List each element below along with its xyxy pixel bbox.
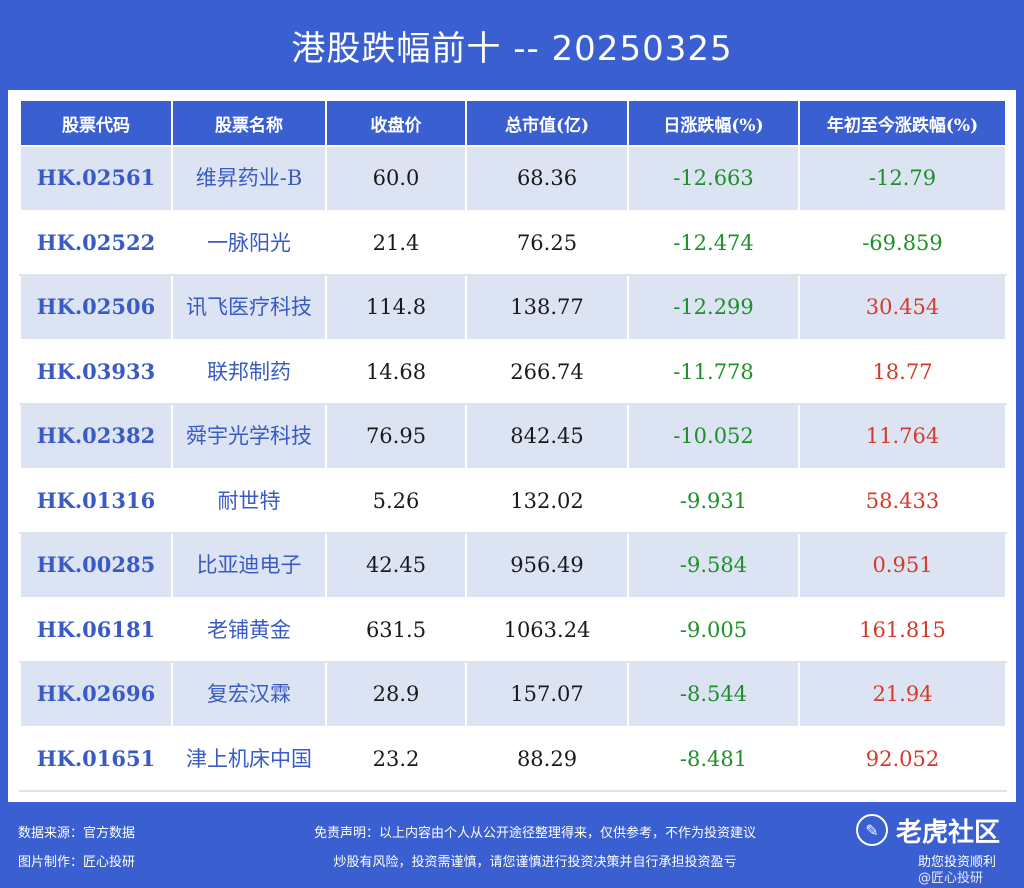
ytd-change-cell: 18.77 — [798, 338, 1007, 405]
close-price-cell: 14.68 — [325, 338, 467, 405]
table-row: HK.02382 舜宇光学科技 76.95 842.45 -10.052 11.764 — [19, 403, 1007, 470]
market-cap-cell: 842.45 — [465, 403, 629, 470]
stock-code-cell: HK.02522 — [19, 209, 173, 276]
stock-name-cell: 讯飞医疗科技 — [171, 274, 327, 341]
watermark: ✎ 老虎社区 — [856, 810, 1016, 850]
header-day-change: 日涨跌幅(%) — [627, 99, 800, 147]
day-change-cell: -12.474 — [627, 209, 800, 276]
ytd-change-cell: 21.94 — [798, 661, 1007, 728]
table-header-row: 股票代码 股票名称 收盘价 总市值(亿) 日涨跌幅(%) 年初至今涨跌幅(%) — [19, 99, 1007, 147]
market-cap-cell: 88.29 — [465, 725, 629, 792]
stock-code-cell: HK.01316 — [19, 467, 173, 534]
table-row: HK.02506 讯飞医疗科技 114.8 138.77 -12.299 30.454 — [19, 274, 1007, 341]
stock-name-cell: 复宏汉霖 — [171, 661, 327, 728]
day-change-cell: -9.931 — [627, 467, 800, 534]
day-change-cell: -11.778 — [627, 338, 800, 405]
stock-name-cell: 津上机床中国 — [171, 725, 327, 792]
stock-name-cell: 耐世特 — [171, 467, 327, 534]
close-price-cell: 23.2 — [325, 725, 467, 792]
disclaimer-line-1: 免责声明：以上内容由个人从公开途径整理得来，仅供参考，不作为投资建议 — [313, 826, 756, 841]
market-cap-cell: 956.49 — [465, 532, 629, 599]
ytd-change-cell: -69.859 — [798, 209, 1007, 276]
header-close: 收盘价 — [325, 99, 467, 147]
stock-code-cell: HK.02506 — [19, 274, 173, 341]
market-cap-cell: 1063.24 — [465, 596, 629, 663]
close-price-cell: 114.8 — [325, 274, 467, 341]
table-row: HK.02561 维昇药业-B 60.0 68.36 -12.663 -12.79 — [19, 145, 1007, 212]
stock-code-cell: HK.02561 — [19, 145, 173, 212]
table-row: HK.01316 耐世特 5.26 132.02 -9.931 58.433 — [19, 467, 1007, 534]
day-change-cell: -9.005 — [627, 596, 800, 663]
data-source: 数据来源：官方数据 — [18, 826, 136, 841]
close-price-cell: 28.9 — [325, 661, 467, 728]
market-cap-cell: 68.36 — [465, 145, 629, 212]
header-market-cap: 总市值(亿) — [465, 99, 629, 147]
image-maker: 图片制作：匠心投研 — [18, 855, 136, 870]
watermark-slogan: 助您投资顺利 — [918, 855, 997, 870]
ytd-change-cell: -12.79 — [798, 145, 1007, 212]
day-change-cell: -12.663 — [627, 145, 800, 212]
stock-name-cell: 一脉阳光 — [171, 209, 327, 276]
stock-name-cell: 维昇药业-B — [171, 145, 327, 212]
close-price-cell: 5.26 — [325, 467, 467, 534]
table-row: HK.02696 复宏汉霖 28.9 157.07 -8.544 21.94 — [19, 661, 1007, 728]
ytd-change-cell: 0.951 — [798, 532, 1007, 599]
table-row: HK.03933 联邦制药 14.68 266.74 -11.778 18.77 — [19, 338, 1007, 405]
ytd-change-cell: 161.815 — [798, 596, 1007, 663]
stock-code-cell: HK.02382 — [19, 403, 173, 470]
ytd-change-cell: 11.764 — [798, 403, 1007, 470]
close-price-cell: 60.0 — [325, 145, 467, 212]
ytd-change-cell: 30.454 — [798, 274, 1007, 341]
close-price-cell: 631.5 — [325, 596, 467, 663]
stock-name-cell: 比亚迪电子 — [171, 532, 327, 599]
close-price-cell: 76.95 — [325, 403, 467, 470]
stock-code-cell: HK.02696 — [19, 661, 173, 728]
table-panel: 股票代码 股票名称 收盘价 总市值(亿) 日涨跌幅(%) 年初至今涨跌幅(%) … — [8, 90, 1016, 802]
table-row: HK.06181 老铺黄金 631.5 1063.24 -9.005 161.815 — [19, 596, 1007, 663]
day-change-cell: -10.052 — [627, 403, 800, 470]
table-row: HK.01651 津上机床中国 23.2 88.29 -8.481 92.052 — [19, 725, 1007, 792]
page-title: 港股跌幅前十 -- 20250325 — [291, 28, 733, 69]
ytd-change-cell: 58.433 — [798, 467, 1007, 534]
stock-code-cell: HK.00285 — [19, 532, 173, 599]
stock-name-cell: 舜宇光学科技 — [171, 403, 327, 470]
day-change-cell: -8.544 — [627, 661, 800, 728]
disclaimer-line-2: 炒股有风险，投资需谨慎，请您谨慎进行投资决策并自行承担投资盈亏 — [333, 855, 737, 870]
table-row: HK.02522 一脉阳光 21.4 76.25 -12.474 -69.859 — [19, 209, 1007, 276]
stock-code-cell: HK.06181 — [19, 596, 173, 663]
watermark-handle: @匠心投研 — [918, 871, 984, 886]
market-cap-cell: 76.25 — [465, 209, 629, 276]
market-cap-cell: 157.07 — [465, 661, 629, 728]
market-cap-cell: 132.02 — [465, 467, 629, 534]
table-row: HK.00285 比亚迪电子 42.45 956.49 -9.584 0.951 — [19, 532, 1007, 599]
market-cap-cell: 138.77 — [465, 274, 629, 341]
ytd-change-cell: 92.052 — [798, 725, 1007, 792]
market-cap-cell: 266.74 — [465, 338, 629, 405]
header-code: 股票代码 — [19, 99, 173, 147]
stock-name-cell: 老铺黄金 — [171, 596, 327, 663]
close-price-cell: 21.4 — [325, 209, 467, 276]
tiger-logo-icon: ✎ — [856, 814, 888, 846]
day-change-cell: -12.299 — [627, 274, 800, 341]
watermark-brand: 老虎社区 — [896, 817, 1001, 848]
day-change-cell: -8.481 — [627, 725, 800, 792]
footer: 数据来源：官方数据 图片制作：匠心投研 免责声明：以上内容由个人从公开途径整理得… — [0, 802, 1024, 888]
header-name: 股票名称 — [171, 99, 327, 147]
day-change-cell: -9.584 — [627, 532, 800, 599]
stock-code-cell: HK.01651 — [19, 725, 173, 792]
stock-name-cell: 联邦制药 — [171, 338, 327, 405]
stock-table: 股票代码 股票名称 收盘价 总市值(亿) 日涨跌幅(%) 年初至今涨跌幅(%) … — [19, 99, 1007, 792]
header-ytd-change: 年初至今涨跌幅(%) — [798, 99, 1007, 147]
stock-code-cell: HK.03933 — [19, 338, 173, 405]
close-price-cell: 42.45 — [325, 532, 467, 599]
